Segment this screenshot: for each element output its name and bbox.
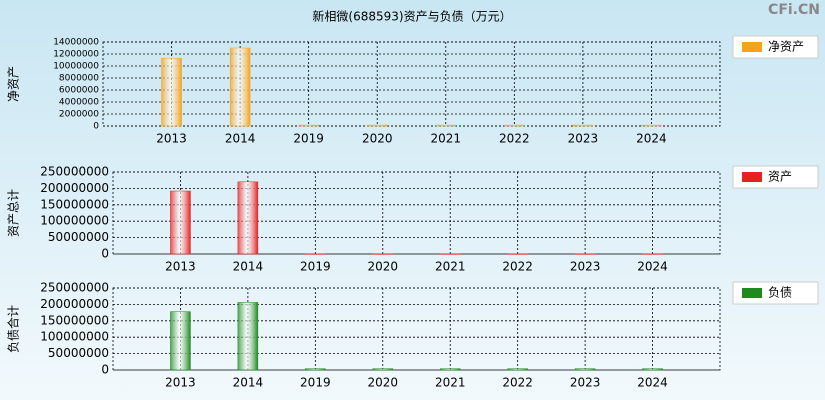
y-tick-label: 250000000	[40, 281, 109, 295]
bar	[642, 253, 663, 255]
bar	[170, 311, 191, 371]
y-axis-label: 资产总计	[7, 189, 21, 237]
y-tick-label: 6000000	[59, 86, 99, 96]
bar	[372, 368, 394, 371]
y-tick-label: 2000000	[59, 110, 99, 120]
bar	[435, 124, 457, 127]
bar	[642, 368, 663, 371]
bar	[504, 124, 525, 127]
bar	[298, 124, 319, 127]
x-tick-label: 2024	[637, 376, 668, 390]
y-tick-label: 100000000	[40, 330, 109, 344]
y-tick-label: 0	[101, 363, 109, 377]
x-tick-label: 2020	[368, 376, 399, 390]
watermark: CFi.CN	[768, 2, 820, 18]
x-tick-label: 2013	[165, 260, 196, 274]
y-axis-label: 净资产	[7, 66, 21, 102]
x-tick-label: 2014	[225, 132, 256, 146]
x-tick-label: 2022	[502, 376, 533, 390]
legend-swatch	[742, 172, 762, 182]
y-tick-label: 50000000	[48, 230, 109, 244]
x-tick-label: 2021	[431, 132, 462, 146]
x-tick-label: 2013	[156, 132, 187, 146]
y-tick-label: 12000000	[53, 50, 99, 60]
x-tick-label: 2021	[435, 376, 466, 390]
x-tick-label: 2014	[233, 376, 264, 390]
y-tick-label: 0	[101, 247, 109, 261]
bar	[574, 368, 596, 371]
y-tick-label: 200000000	[40, 297, 109, 311]
bar	[572, 124, 594, 127]
x-tick-label: 2022	[499, 132, 530, 146]
bar	[170, 190, 191, 255]
chart-title: 新相微(688593)资产与负债（万元）	[312, 9, 511, 24]
x-tick-label: 2019	[300, 260, 331, 274]
plot-area	[112, 171, 721, 255]
y-tick-label: 150000000	[40, 197, 109, 211]
y-tick-label: 8000000	[59, 74, 99, 84]
y-axis-label: 负债合计	[6, 305, 21, 353]
bar	[366, 124, 388, 127]
bar	[237, 302, 259, 371]
x-tick-label: 2013	[165, 376, 196, 390]
y-tick-label: 250000000	[40, 165, 109, 179]
x-tick-label: 2020	[362, 132, 393, 146]
x-tick-label: 2024	[637, 260, 668, 274]
bar	[507, 368, 528, 371]
bar	[237, 181, 259, 255]
legend-box	[732, 165, 819, 189]
bar	[574, 253, 596, 255]
y-tick-label: 150000000	[40, 313, 109, 327]
bar	[439, 368, 461, 371]
legend-swatch	[742, 288, 762, 298]
x-tick-label: 2024	[636, 132, 667, 146]
legend-label: 净资产	[768, 40, 804, 54]
y-tick-label: 50000000	[48, 346, 109, 360]
bar	[439, 253, 461, 255]
plot-area	[112, 287, 721, 371]
x-tick-label: 2023	[568, 132, 599, 146]
y-tick-label: 4000000	[59, 98, 99, 108]
bar	[641, 124, 662, 127]
bar	[229, 47, 251, 127]
bar	[507, 253, 528, 255]
bar	[305, 253, 326, 255]
x-tick-label: 2021	[435, 260, 466, 274]
legend-label: 资产	[768, 170, 792, 184]
y-tick-label: 14000000	[53, 38, 99, 48]
bar	[372, 253, 394, 255]
bar	[161, 57, 182, 127]
y-tick-label: 0	[93, 122, 99, 132]
bar	[305, 368, 326, 371]
x-tick-label: 2019	[300, 376, 331, 390]
x-tick-label: 2023	[570, 260, 601, 274]
x-tick-label: 2023	[570, 376, 601, 390]
x-tick-label: 2022	[502, 260, 533, 274]
legend-box	[732, 35, 819, 59]
legend-label: 负债	[768, 286, 792, 300]
y-tick-label: 200000000	[40, 181, 109, 195]
legend-swatch	[742, 42, 762, 52]
legend-box	[732, 281, 819, 305]
x-tick-label: 2014	[233, 260, 264, 274]
x-tick-label: 2020	[368, 260, 399, 274]
y-tick-label: 10000000	[53, 62, 99, 72]
y-tick-label: 100000000	[40, 214, 109, 228]
x-tick-label: 2019	[293, 132, 324, 146]
